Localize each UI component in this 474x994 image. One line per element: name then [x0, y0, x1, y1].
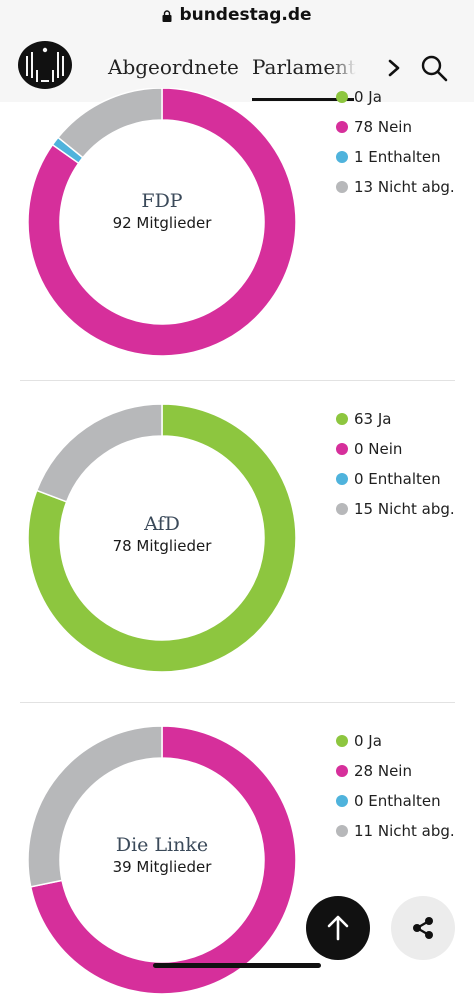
ja-dot-icon [336, 91, 348, 103]
party-name: AfD [144, 513, 180, 535]
nein-dot-icon [336, 765, 348, 777]
share-icon [413, 917, 433, 939]
vote-legend: 63 Ja 0 Nein 0 Enthalten 15 Nicht abg. [336, 404, 455, 524]
donut-segment-nein [29, 726, 296, 994]
donut-segment-ja [28, 404, 296, 672]
lock-icon [162, 10, 172, 22]
donut-segment-nicht [35, 404, 163, 503]
legend-item-nein: 0 Nein [336, 434, 455, 464]
legend-label: 0 Enthalten [354, 470, 441, 488]
legend-label: 0 Ja [354, 88, 382, 106]
scroll-to-top-button[interactable] [306, 896, 370, 960]
ja-dot-icon [336, 413, 348, 425]
search-icon[interactable] [420, 54, 448, 82]
party-center-label: Die Linke 39 Mitglieder [62, 833, 262, 877]
legend-label: 1 Enthalten [354, 148, 441, 166]
legend-label: 0 Enthalten [354, 792, 441, 810]
enthalten-dot-icon [336, 151, 348, 163]
legend-item-enthalten: 1 Enthalten [336, 142, 455, 172]
party-center-label: AfD 78 Mitglieder [62, 512, 262, 556]
nein-dot-icon [336, 121, 348, 133]
url-text: bundestag.de [179, 5, 312, 25]
site-header: Abgeordnete Parlament [0, 30, 474, 102]
donut-segment-nicht [56, 88, 163, 159]
vote-donut-die-linke [28, 726, 296, 994]
member-count: 39 Mitglieder [112, 858, 212, 876]
section-divider [20, 702, 455, 703]
address-bar[interactable]: bundestag.de [0, 0, 474, 30]
legend-item-nicht-abg: 15 Nicht abg. [336, 494, 455, 524]
home-indicator [153, 963, 321, 968]
chevron-right-icon[interactable] [383, 56, 405, 80]
legend-item-ja: 0 Ja [336, 82, 455, 112]
legend-label: 0 Ja [354, 732, 382, 750]
arrow-up-icon [327, 915, 349, 941]
ja-dot-icon [336, 735, 348, 747]
legend-item-nicht-abg: 11 Nicht abg. [336, 816, 455, 846]
donut-segment-nicht [28, 726, 163, 888]
nav-parlament[interactable]: Parlament [252, 55, 356, 79]
nav-active-underline [252, 98, 354, 101]
party-name: Die Linke [115, 834, 209, 856]
legend-item-ja: 0 Ja [336, 726, 455, 756]
legend-item-enthalten: 0 Enthalten [336, 464, 455, 494]
nicht-abg-dot-icon [336, 503, 348, 515]
share-button[interactable] [391, 896, 455, 960]
vote-donut-fdp [28, 88, 296, 356]
member-count: 92 Mitglieder [112, 214, 212, 232]
bundesadler-logo[interactable] [17, 40, 73, 90]
legend-item-ja: 63 Ja [336, 404, 455, 434]
legend-item-enthalten: 0 Enthalten [336, 786, 455, 816]
legend-label: 15 Nicht abg. [354, 500, 455, 518]
legend-item-nein: 78 Nein [336, 112, 455, 142]
nein-dot-icon [336, 443, 348, 455]
nicht-abg-dot-icon [336, 181, 348, 193]
enthalten-dot-icon [336, 795, 348, 807]
vote-legend: 0 Ja 28 Nein 0 Enthalten 11 Nicht abg. [336, 726, 455, 846]
legend-label: 11 Nicht abg. [354, 822, 455, 840]
legend-label: 63 Ja [354, 410, 392, 428]
party-center-label: FDP 92 Mitglieder [62, 189, 262, 233]
nicht-abg-dot-icon [336, 825, 348, 837]
legend-label: 28 Nein [354, 762, 412, 780]
legend-item-nein: 28 Nein [336, 756, 455, 786]
member-count: 78 Mitglieder [112, 537, 212, 555]
legend-label: 0 Nein [354, 440, 403, 458]
donut-segment-nein [28, 88, 296, 356]
vote-donut-afd [28, 404, 296, 672]
vote-legend: 0 Ja 78 Nein 1 Enthalten 13 Nicht abg. [336, 82, 455, 202]
enthalten-dot-icon [336, 473, 348, 485]
nav-abgeordnete[interactable]: Abgeordnete [108, 55, 239, 79]
legend-item-nicht-abg: 13 Nicht abg. [336, 172, 455, 202]
party-name: FDP [141, 190, 183, 212]
section-divider [20, 380, 455, 381]
legend-label: 78 Nein [354, 118, 412, 136]
legend-label: 13 Nicht abg. [354, 178, 455, 196]
